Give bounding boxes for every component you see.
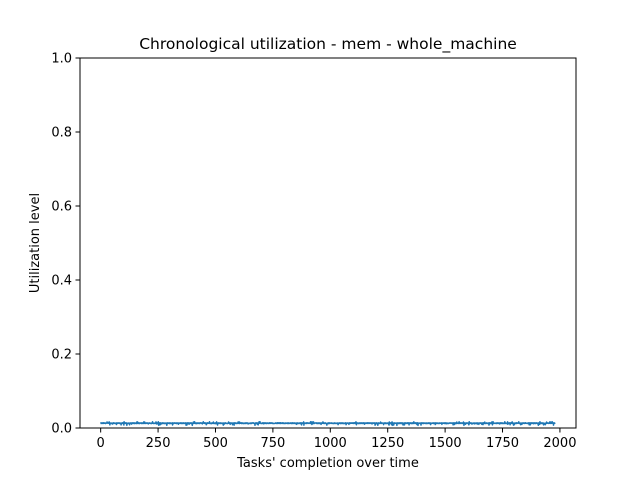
- x-tick-label: 1500: [429, 436, 462, 451]
- x-tick-label: 1250: [371, 436, 404, 451]
- x-tick-label: 250: [146, 436, 171, 451]
- x-tick-label: 2000: [543, 436, 576, 451]
- x-axis-label: Tasks' completion over time: [236, 456, 419, 471]
- x-tick-label: 1750: [486, 436, 519, 451]
- x-axis: 0 250 500 750 1000 1250 1500 1750 2000: [97, 428, 576, 451]
- x-tick-label: 0: [97, 436, 105, 451]
- x-tick-label: 750: [260, 436, 285, 451]
- plot-frame: [79, 57, 577, 429]
- x-tick-label: 1000: [314, 436, 347, 451]
- y-axis-label: Utilization level: [28, 193, 43, 293]
- y-tick-label: 0.4: [51, 274, 72, 289]
- series-line-mem-utilization: [100, 420, 556, 427]
- y-tick-label: 0.0: [51, 422, 72, 437]
- y-tick-label: 0.6: [51, 200, 72, 215]
- chart-title: Chronological utilization - mem - whole_…: [139, 35, 517, 54]
- y-tick-label: 0.8: [51, 126, 72, 141]
- plot-area: [100, 420, 556, 427]
- y-tick-label: 0.2: [51, 348, 72, 363]
- x-tick-label: 500: [203, 436, 228, 451]
- y-axis: 0.0 0.2 0.4 0.6 0.8 1.0: [51, 52, 80, 437]
- y-tick-label: 1.0: [51, 52, 72, 67]
